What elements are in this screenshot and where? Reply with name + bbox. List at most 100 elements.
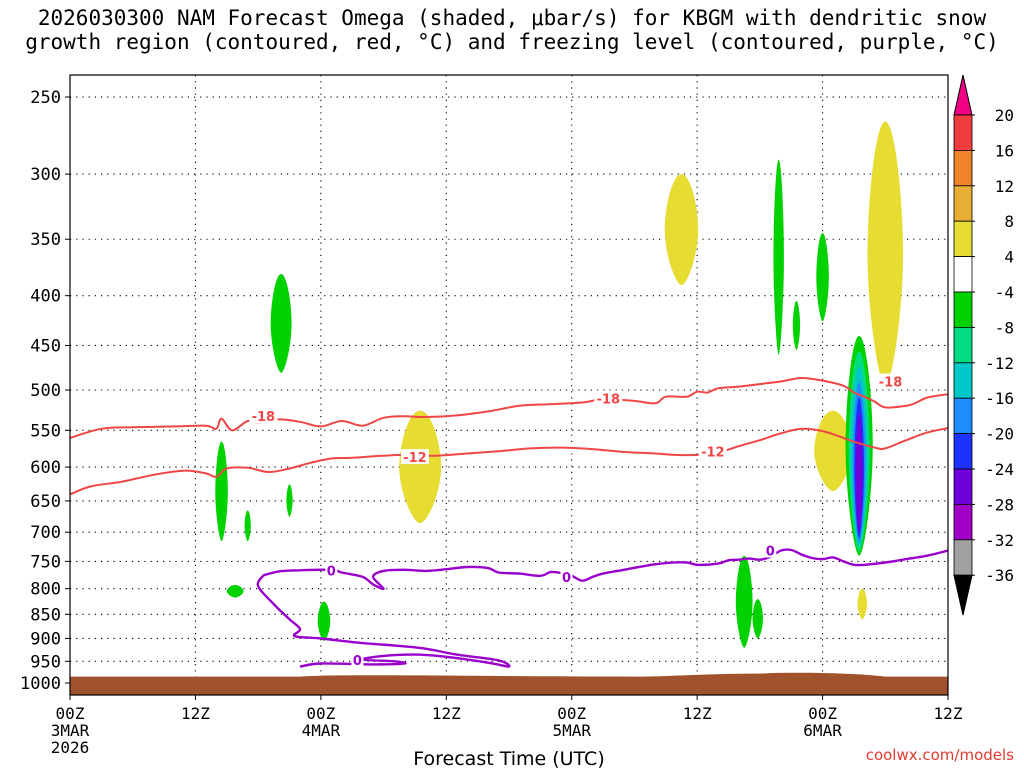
omega-region-3 — [286, 484, 293, 517]
omega-region-11 — [664, 174, 699, 285]
contour-label-bg-4 — [698, 443, 727, 459]
contour-label-7: 0 — [766, 545, 775, 560]
contour-label-6: 0 — [562, 571, 571, 586]
y-tick-label-900: 900 — [30, 629, 61, 649]
colorbar-bottom-arrow — [953, 574, 973, 616]
y-tick-label-250: 250 — [30, 88, 61, 108]
contour-label-0: -18 — [252, 410, 276, 425]
colorbar-bin-10 — [953, 468, 973, 505]
y-tick-label-350: 350 — [30, 230, 61, 250]
colorbar-label-9: -20 — [985, 425, 1014, 444]
omega-region-1 — [215, 441, 228, 542]
y-tick-label-300: 300 — [30, 165, 61, 185]
omega-region-8 — [773, 159, 784, 355]
plot-frame — [69, 74, 949, 696]
y-tick-label-450: 450 — [30, 336, 61, 356]
freezing-level-lower-contour — [256, 574, 511, 668]
colorbar-label-6: -8 — [995, 318, 1014, 337]
colorbar-bin-0 — [953, 114, 973, 151]
x-tick-date-24: 4MAR — [302, 721, 341, 740]
colorbar-label-3: 8 — [1004, 212, 1014, 231]
y-tick-label-600: 600 — [30, 458, 61, 478]
omega-region-10 — [792, 300, 801, 351]
y-tick-label-750: 750 — [30, 552, 61, 572]
contour-label-bg-8 — [351, 651, 364, 667]
y-axis: 250 300 350 400 450 500 550 600 650 700 750 800 850 9… — [20, 88, 70, 694]
colorbar-bin-4 — [953, 256, 973, 293]
colorbar-label-0: 20 — [995, 106, 1014, 125]
colorbar-label-12: -32 — [985, 531, 1014, 550]
y-tick-label-1000: 1000 — [20, 674, 61, 694]
contour-label-bg-6 — [560, 568, 573, 584]
chart-title: 2026030300 NAM Forecast Omega (shaded, μ… — [0, 6, 1024, 54]
colorbar-bin-9 — [953, 433, 973, 470]
colorbar-label-10: -24 — [985, 460, 1014, 479]
plot-background — [70, 75, 948, 695]
colorbar-bin-7 — [953, 362, 973, 399]
x-tick-date-0: 3MAR — [51, 721, 90, 740]
x-tick-time-0: 00Z — [56, 704, 85, 723]
y-tick-label-550: 550 — [30, 421, 61, 441]
colorbar-label-1: 16 — [995, 141, 1014, 160]
colorbar-label-5: -4 — [995, 283, 1014, 302]
colorbar-label-13: -36 — [985, 566, 1014, 585]
watermark: coolwx.com/models — [866, 746, 1014, 764]
contour-label-3: -12 — [403, 451, 427, 466]
colorbar-bin-3 — [953, 220, 973, 257]
omega-region-2 — [244, 510, 251, 542]
x-tick-time-48: 00Z — [557, 704, 586, 723]
omega-region-7 — [752, 599, 763, 639]
omega-region-4 — [226, 584, 244, 598]
contour-minus12 — [69, 427, 949, 496]
y-tick-label-700: 700 — [30, 523, 61, 543]
contour-label-bg-2 — [876, 373, 905, 389]
chart-title-line1: 2026030300 NAM Forecast Omega (shaded, μ… — [37, 6, 987, 30]
omega-shading — [215, 121, 904, 648]
freezing-level-contour — [263, 548, 949, 591]
omega-region-9 — [816, 233, 829, 322]
y-tick-label-650: 650 — [30, 492, 61, 512]
colorbar-bin-6 — [953, 326, 973, 364]
contour-label-bg-0 — [249, 408, 278, 424]
colorbar-bin-12 — [953, 539, 973, 576]
contour-label-bg-5 — [325, 562, 338, 578]
colorbar: 20 16 12 8 4 -4 -8 -12 -16 -20 -24 -28 -32 -36 — [953, 74, 1014, 616]
colorbar-label-7: -12 — [985, 354, 1014, 373]
contour-label-1: -18 — [597, 392, 621, 407]
x-tick-time-12: 12Z — [181, 704, 210, 723]
colorbar-top-arrow — [953, 74, 973, 116]
x-tick-time-36: 12Z — [432, 704, 461, 723]
omega-region-15 — [857, 588, 867, 620]
contour-label-bg-1 — [594, 390, 623, 406]
x-tick-time-84: 12Z — [934, 704, 963, 723]
x-tick-date-72: 6MAR — [803, 721, 842, 740]
y-tick-label-400: 400 — [30, 287, 61, 307]
x-tick-time-24: 00Z — [306, 704, 335, 723]
colorbar-label-11: -28 — [985, 495, 1014, 514]
y-tick-label-800: 800 — [30, 580, 61, 600]
colorbar-label-8: -16 — [985, 389, 1014, 408]
colorbar-bin-2 — [953, 185, 973, 222]
omega-region-6 — [735, 555, 753, 648]
omega-region-5 — [317, 601, 331, 641]
y-tick-label-850: 850 — [30, 605, 61, 625]
colorbar-bin-1 — [953, 149, 973, 187]
colorbar-label-2: 12 — [995, 177, 1014, 196]
omega-region-14 — [867, 121, 904, 386]
x-tick-time-60: 12Z — [683, 704, 712, 723]
ground-surface — [70, 672, 948, 695]
colorbar-bin-8 — [953, 397, 973, 435]
x-tick-time-72: 00Z — [808, 704, 837, 723]
y-tick-label-950: 950 — [30, 652, 61, 672]
contour-label-8: 0 — [353, 654, 362, 669]
contour-label-bg-7 — [764, 542, 777, 558]
contour-label-4: -12 — [701, 445, 725, 460]
y-tick-label-500: 500 — [30, 381, 61, 401]
x-tick-year-0: 2026 — [51, 738, 90, 757]
colorbar-bin-5 — [953, 291, 973, 328]
chart-title-line2: growth region (contoured, red, °C) and f… — [25, 30, 999, 54]
colorbar-label-4: 4 — [1004, 248, 1014, 267]
contours — [69, 376, 949, 668]
